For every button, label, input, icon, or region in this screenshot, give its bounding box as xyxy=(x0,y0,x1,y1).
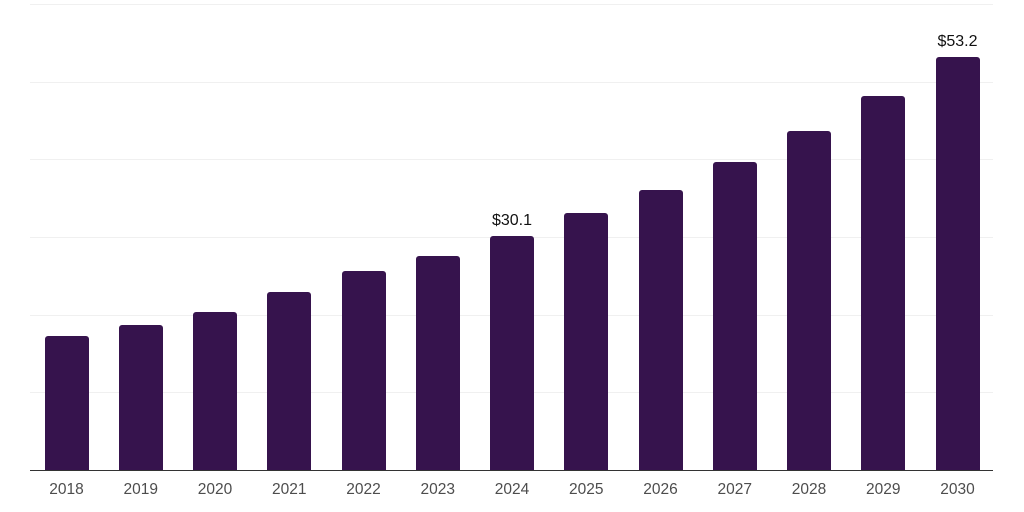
gridline xyxy=(30,4,993,5)
bar-2018 xyxy=(44,336,89,470)
bar-2024 xyxy=(490,236,534,470)
data-label-2030: $53.2 xyxy=(937,32,978,50)
bar-2027 xyxy=(712,161,757,470)
x-axis-tick-label-2022: 2022 xyxy=(346,481,381,498)
x-axis-tick-label-2018: 2018 xyxy=(49,481,84,498)
bar-2026 xyxy=(638,189,683,470)
bar-2022 xyxy=(341,271,386,470)
x-axis-tick-label-2030: 2030 xyxy=(940,481,975,498)
x-axis-tick-label-2026: 2026 xyxy=(643,481,678,498)
x-axis-tick-label-2024: 2024 xyxy=(494,481,530,498)
x-axis: 2018 2019 2020 2021 2022 2023 2024 2025 2026 2027… xyxy=(30,479,993,503)
x-axis-tick-label-2021: 2021 xyxy=(272,481,307,498)
x-axis-tick-label-2028: 2028 xyxy=(791,481,827,498)
data-label-2024: $30.1 xyxy=(491,212,533,230)
gridline xyxy=(30,159,993,161)
gridline xyxy=(30,81,993,83)
x-axis-tick-label-2025: 2025 xyxy=(569,481,604,498)
bar-2029 xyxy=(861,95,906,470)
bar-2019 xyxy=(118,324,163,470)
bar-2028 xyxy=(787,130,831,470)
plot-area: $30.1 $53.2 xyxy=(30,4,993,471)
x-axis-tick-label-2027: 2027 xyxy=(717,481,752,498)
bar-2025 xyxy=(564,212,609,470)
x-axis-tick-label-2019: 2019 xyxy=(123,481,158,498)
x-axis-tick-label-2023: 2023 xyxy=(420,481,455,498)
bar-2023 xyxy=(415,255,460,470)
bar-2020 xyxy=(193,311,237,470)
x-axis-line xyxy=(30,469,993,471)
bar-2021 xyxy=(267,292,312,470)
x-axis-tick-label-2020: 2020 xyxy=(197,481,233,498)
bar-2030 xyxy=(935,56,980,470)
x-axis-tick-label-2029: 2029 xyxy=(866,481,901,498)
